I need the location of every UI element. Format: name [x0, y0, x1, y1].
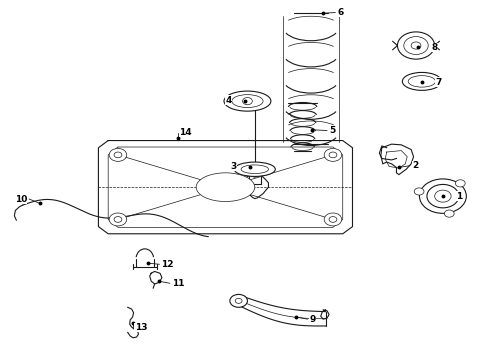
Ellipse shape — [234, 162, 275, 176]
Text: 3: 3 — [230, 162, 237, 171]
Circle shape — [230, 294, 247, 307]
Text: 5: 5 — [329, 126, 335, 135]
Circle shape — [404, 37, 428, 54]
Text: 4: 4 — [225, 95, 232, 104]
Text: 6: 6 — [337, 8, 343, 17]
Circle shape — [324, 148, 342, 161]
Circle shape — [243, 98, 252, 105]
Circle shape — [435, 190, 451, 202]
Circle shape — [114, 217, 122, 222]
Text: 2: 2 — [412, 161, 418, 170]
Circle shape — [427, 184, 459, 208]
Text: 13: 13 — [135, 323, 147, 332]
Text: 1: 1 — [456, 192, 463, 201]
Circle shape — [444, 210, 454, 217]
Ellipse shape — [241, 165, 269, 174]
Circle shape — [109, 213, 127, 226]
Ellipse shape — [224, 91, 271, 111]
Text: 11: 11 — [172, 279, 184, 288]
Ellipse shape — [408, 76, 436, 87]
Ellipse shape — [402, 72, 441, 90]
Text: 9: 9 — [310, 315, 316, 324]
Text: 12: 12 — [161, 260, 174, 269]
Circle shape — [235, 298, 242, 303]
Ellipse shape — [232, 95, 263, 108]
Circle shape — [114, 152, 122, 158]
Text: 8: 8 — [432, 43, 438, 52]
Circle shape — [109, 148, 127, 161]
Circle shape — [397, 32, 435, 59]
Circle shape — [324, 213, 342, 226]
Circle shape — [329, 152, 337, 158]
Circle shape — [455, 180, 465, 187]
Text: 7: 7 — [435, 78, 441, 87]
Ellipse shape — [196, 173, 255, 202]
Text: 14: 14 — [179, 128, 192, 137]
Circle shape — [414, 188, 424, 195]
Circle shape — [419, 179, 466, 213]
Circle shape — [329, 217, 337, 222]
Text: 10: 10 — [15, 194, 27, 203]
